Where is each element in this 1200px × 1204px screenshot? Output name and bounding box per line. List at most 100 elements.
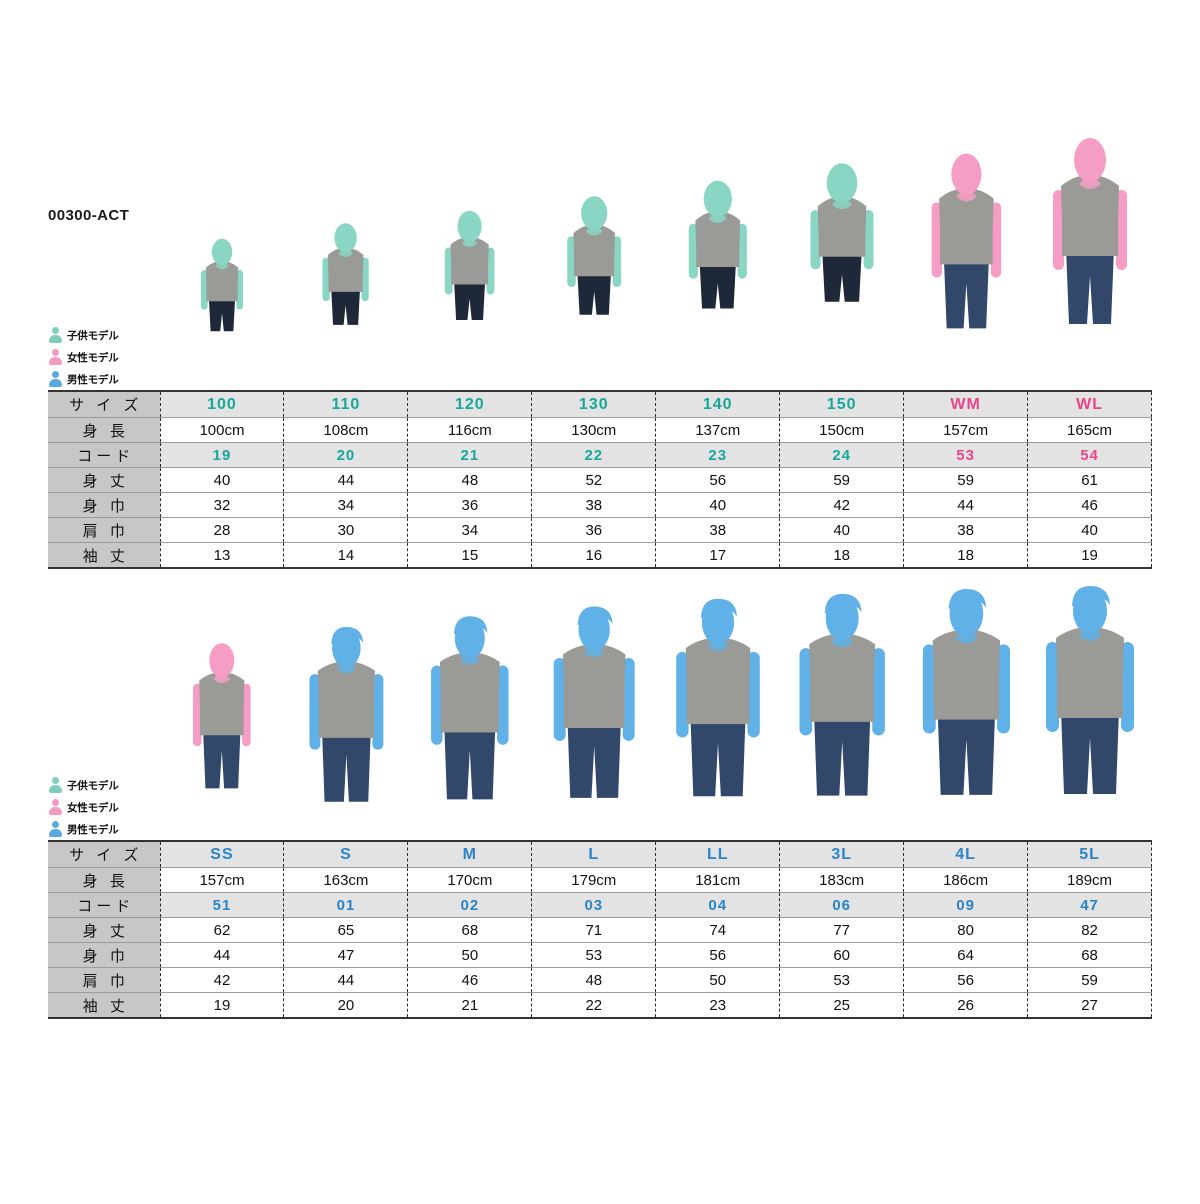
cell-code-100: 19 (159, 442, 285, 468)
female-person-icon (48, 349, 62, 365)
cell-sleeve-length-150: 18 (779, 542, 905, 569)
cell-size-WM: WM (903, 390, 1029, 418)
table-row-shoulder-width: 肩 巾 42 44 46 48 50 53 56 59 (48, 967, 1152, 993)
row-label-height: 身 長 (48, 867, 160, 893)
cell-shoulder-width-WM: 38 (903, 517, 1029, 543)
cell-size-120: 120 (407, 390, 533, 418)
table-row-code: コード 51 01 02 03 04 06 09 47 (48, 892, 1152, 918)
table-row-body-width: 身 巾 44 47 50 53 56 60 64 68 (48, 942, 1152, 968)
legend-item-label: 子供モデル (67, 329, 119, 342)
cell-body-width-100: 32 (159, 492, 285, 518)
cell-body-width-L: 53 (531, 942, 657, 968)
cell-size-S: S (283, 840, 409, 868)
cell-code-SS: 51 (159, 892, 285, 918)
legend-item-man: 男性モデル (48, 818, 160, 840)
cell-sleeve-length-WL: 19 (1027, 542, 1152, 569)
female-person-icon (48, 799, 62, 815)
legend-item-label: 男性モデル (67, 373, 119, 386)
model-figure-WM (904, 153, 1028, 390)
cell-height-130: 130cm (531, 417, 657, 443)
cell-body-length-130: 52 (531, 467, 657, 493)
model-figure-3L (780, 593, 904, 840)
cell-size-110: 110 (283, 390, 409, 418)
cell-sleeve-length-5L: 27 (1027, 992, 1152, 1019)
model-figure-SS (160, 640, 284, 840)
cell-shoulder-width-LL: 50 (655, 967, 781, 993)
cell-code-150: 24 (779, 442, 905, 468)
model-figure-strip: 子供モデル 女性モデル 男性モデル (48, 586, 1152, 840)
legend-item-label: 男性モデル (67, 823, 119, 836)
cell-size-L: L (531, 840, 657, 868)
model-figure-strip: 子供モデル 女性モデル 男性モデル (48, 138, 1152, 390)
model-figure-100 (160, 238, 284, 390)
cell-shoulder-width-WL: 40 (1027, 517, 1152, 543)
cell-body-width-4L: 64 (903, 942, 1029, 968)
model-figure-5L (1028, 586, 1152, 840)
model-figure-4L (904, 588, 1028, 840)
cell-height-100: 100cm (159, 417, 285, 443)
row-label-shoulder-width: 肩 巾 (48, 967, 160, 993)
cell-body-width-M: 50 (407, 942, 533, 968)
cell-body-length-150: 59 (779, 467, 905, 493)
cell-code-WM: 53 (903, 442, 1029, 468)
model-figure-140 (656, 180, 780, 390)
cell-body-width-S: 47 (283, 942, 409, 968)
cell-shoulder-width-SS: 42 (159, 967, 285, 993)
cell-shoulder-width-150: 40 (779, 517, 905, 543)
cell-code-120: 21 (407, 442, 533, 468)
table-row-size: サ イ ズ 100 110 120 130 140 150 WM WL (48, 390, 1152, 418)
cell-size-M: M (407, 840, 533, 868)
cell-height-SS: 157cm (159, 867, 285, 893)
cell-body-width-5L: 68 (1027, 942, 1152, 968)
cell-code-140: 23 (655, 442, 781, 468)
cell-height-WL: 165cm (1027, 417, 1152, 443)
cell-shoulder-width-S: 44 (283, 967, 409, 993)
cell-shoulder-width-5L: 59 (1027, 967, 1152, 993)
cell-code-110: 20 (283, 442, 409, 468)
cell-shoulder-width-M: 46 (407, 967, 533, 993)
cell-height-150: 150cm (779, 417, 905, 443)
table-row-shoulder-width: 肩 巾 28 30 34 36 38 40 38 40 (48, 517, 1152, 543)
row-label-body-length: 身 丈 (48, 917, 160, 943)
child-person-icon (48, 777, 62, 793)
cell-sleeve-length-M: 21 (407, 992, 533, 1019)
cell-code-3L: 06 (779, 892, 905, 918)
cell-body-width-110: 34 (283, 492, 409, 518)
cell-body-length-WL: 61 (1027, 467, 1152, 493)
cell-body-length-LL: 74 (655, 917, 781, 943)
cell-shoulder-width-3L: 53 (779, 967, 905, 993)
row-label-sleeve-length: 袖 丈 (48, 542, 160, 569)
cell-height-4L: 186cm (903, 867, 1029, 893)
model-figure-LL (656, 598, 780, 840)
male-person-icon (48, 371, 62, 387)
cell-body-length-4L: 80 (903, 917, 1029, 943)
model-figure-120 (408, 211, 532, 390)
cell-body-length-S: 65 (283, 917, 409, 943)
cell-height-5L: 189cm (1027, 867, 1152, 893)
cell-body-width-150: 42 (779, 492, 905, 518)
cell-body-width-LL: 56 (655, 942, 781, 968)
table-row-body-length: 身 丈 40 44 48 52 56 59 59 61 (48, 467, 1152, 493)
table-row-body-length: 身 丈 62 65 68 71 74 77 80 82 (48, 917, 1152, 943)
cell-code-5L: 47 (1027, 892, 1152, 918)
cell-size-140: 140 (655, 390, 781, 418)
cell-body-length-WM: 59 (903, 467, 1029, 493)
row-label-body-length: 身 丈 (48, 467, 160, 493)
model-legend: 子供モデル 女性モデル 男性モデル (48, 774, 160, 840)
cell-size-SS: SS (159, 840, 285, 868)
cell-size-WL: WL (1027, 390, 1152, 418)
cell-body-length-3L: 77 (779, 917, 905, 943)
cell-body-length-SS: 62 (159, 917, 285, 943)
model-figure-S (284, 626, 408, 840)
cell-height-140: 137cm (655, 417, 781, 443)
cell-code-130: 22 (531, 442, 657, 468)
legend-item-woman: 女性モデル (48, 796, 160, 818)
cell-code-WL: 54 (1027, 442, 1152, 468)
cell-height-3L: 183cm (779, 867, 905, 893)
cell-size-130: 130 (531, 390, 657, 418)
cell-code-M: 02 (407, 892, 533, 918)
table-row-sleeve-length: 袖 丈 13 14 15 16 17 18 18 19 (48, 542, 1152, 569)
legend-item-kid: 子供モデル (48, 324, 160, 346)
cell-sleeve-length-WM: 18 (903, 542, 1029, 569)
